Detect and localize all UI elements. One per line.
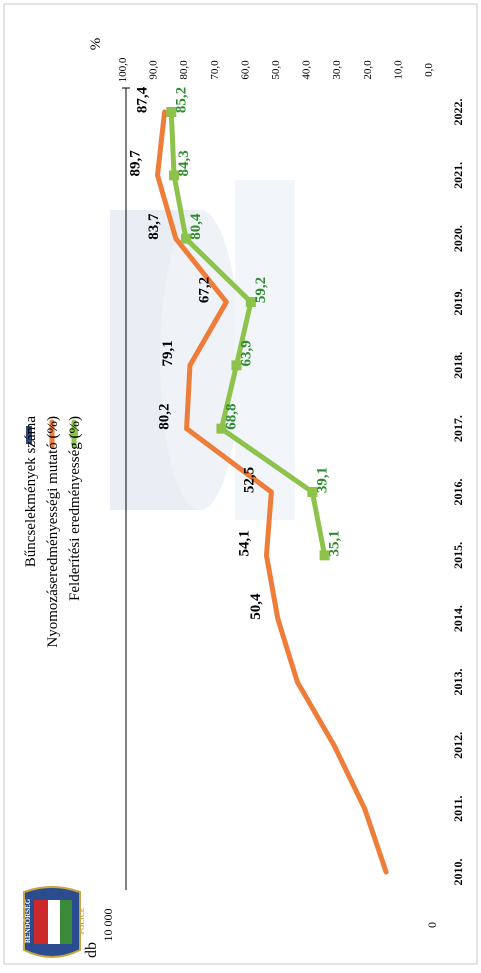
chart-border bbox=[3, 3, 478, 965]
series-marker bbox=[319, 550, 330, 561]
labels-group: 50,4 54,1 52,5 80,2 79,1 67,2 83,7 89,7 87,4 35,1… bbox=[128, 86, 343, 619]
y-right-tick-label: 70,0 bbox=[209, 60, 221, 80]
y-left-top-label: 10 000 bbox=[101, 909, 115, 942]
y-right-tick-label: 40,0 bbox=[301, 60, 313, 80]
y-right-tick-label: 60,0 bbox=[239, 60, 251, 80]
x-tick-label: 2010. bbox=[451, 859, 465, 886]
x-tick-label: 2016. bbox=[451, 479, 465, 506]
y-left-unit: db bbox=[83, 942, 100, 958]
data-label: 80,4 bbox=[188, 213, 204, 240]
y-right-tick-label: 10,0 bbox=[392, 60, 404, 80]
y-right-tick-label: 20,0 bbox=[362, 60, 374, 80]
legend-swatch bbox=[26, 426, 32, 444]
y-right-tick-label: 30,0 bbox=[331, 60, 343, 80]
series-marker bbox=[231, 360, 242, 371]
data-label: 35,1 bbox=[327, 530, 343, 556]
data-label: 59,2 bbox=[253, 277, 269, 303]
series-marker bbox=[216, 423, 227, 434]
logo-stripe-red bbox=[34, 900, 48, 944]
axes-group: 2010. 2011. 2012. 2013. 2014. 2015. 2016. 2017.… bbox=[83, 38, 465, 958]
data-label: 68,8 bbox=[223, 404, 239, 430]
x-tick-label: 2022. bbox=[451, 99, 465, 126]
data-label: 67,2 bbox=[196, 277, 212, 303]
legend: Bűncselekmények száma Nyomozáseredményess… bbox=[23, 416, 83, 648]
logo-text-top: RENDŐRSÉG bbox=[24, 898, 32, 943]
x-tick-label: 2011. bbox=[451, 795, 465, 821]
data-label: 84,3 bbox=[176, 150, 192, 176]
y-right-tick-label: 0,0 bbox=[423, 63, 435, 77]
y-right-tick-label: 90,0 bbox=[148, 60, 160, 80]
series-marker bbox=[245, 297, 256, 307]
y-right-tick-label: 50,0 bbox=[270, 60, 282, 80]
x-tick-label: 2013. bbox=[451, 669, 465, 696]
legend-label: Felderítési eredményesség (%) bbox=[67, 416, 83, 601]
logo-stripe-white bbox=[48, 900, 60, 944]
legend-marker bbox=[70, 430, 78, 438]
series-marker bbox=[166, 107, 177, 117]
x-tick-label: 2021. bbox=[451, 162, 465, 189]
y-right-tick-label: 80,0 bbox=[178, 60, 190, 80]
x-tick-label: 2014. bbox=[451, 605, 465, 632]
x-tick-label: 2020. bbox=[451, 225, 465, 252]
police-logo: RENDŐRSÉG POLICE bbox=[23, 886, 86, 958]
x-tick-label: 2012. bbox=[451, 732, 465, 759]
series-marker bbox=[307, 487, 318, 497]
data-label: 39,1 bbox=[314, 467, 330, 493]
x-tick-label: 2019. bbox=[451, 289, 465, 316]
x-tick-label: 2018. bbox=[451, 352, 465, 379]
data-label: 50,4 bbox=[248, 593, 264, 620]
data-label: 54,1 bbox=[236, 530, 252, 556]
series-line-2 bbox=[168, 109, 328, 558]
data-label: 63,9 bbox=[238, 340, 254, 366]
lines-group bbox=[155, 107, 389, 875]
data-label: 89,7 bbox=[128, 150, 144, 177]
x-tick-label: 2015. bbox=[451, 542, 465, 569]
series-line-1 bbox=[155, 109, 389, 875]
data-label: 83,7 bbox=[146, 213, 162, 240]
logo-text-bottom: POLICE bbox=[78, 907, 86, 934]
data-label: 87,4 bbox=[135, 86, 151, 113]
series-marker bbox=[169, 170, 180, 181]
logo-stripe-green bbox=[60, 900, 72, 944]
legend-label: Bűncselekmények száma bbox=[23, 416, 39, 568]
y-right-tick-label: 100,0 bbox=[117, 57, 129, 82]
data-label: 52,5 bbox=[241, 467, 257, 493]
x-tick-label: 2017. bbox=[451, 415, 465, 442]
legend-label: Nyomozáseredményességi mutató (%) bbox=[45, 416, 61, 648]
watermark-building bbox=[110, 180, 295, 520]
series-marker bbox=[180, 233, 191, 244]
data-label: 85,2 bbox=[173, 87, 189, 113]
data-label: 79,1 bbox=[160, 340, 176, 366]
y-left-bottom-label: 0 bbox=[425, 922, 439, 928]
y-right-unit: % bbox=[88, 38, 104, 51]
data-label: 80,2 bbox=[157, 404, 173, 430]
